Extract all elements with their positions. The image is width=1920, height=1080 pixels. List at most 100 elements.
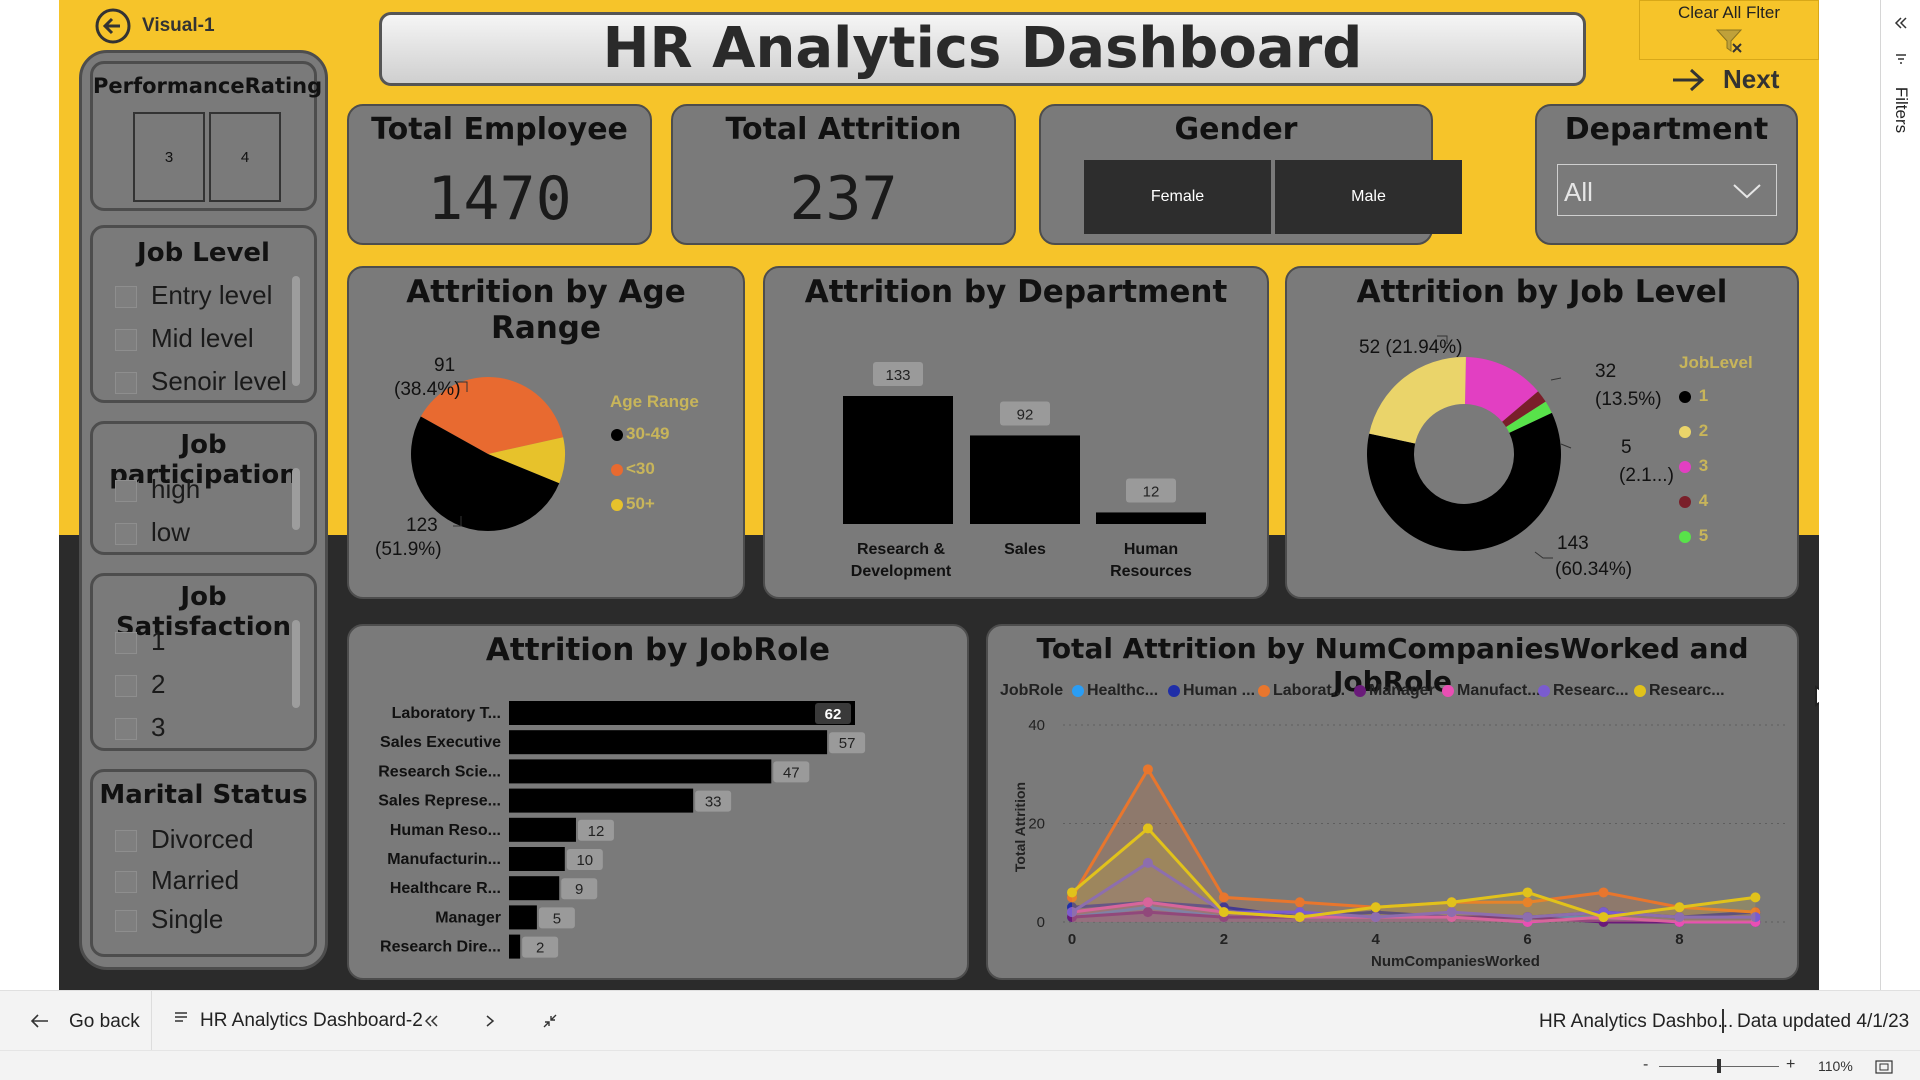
legend-dot	[1538, 684, 1550, 697]
report-name: HR Analytics Dashbo...	[1539, 1011, 1734, 1032]
jobrole-bar-chart: Laboratory T... 62 Sales Executive 57 Resear…	[378, 701, 866, 959]
job-level-title: Job Level	[137, 238, 270, 268]
line-legend-title: JobRole	[1000, 682, 1064, 699]
legend-dot	[1634, 684, 1646, 697]
department-chart-card: Attrition by Department 133 Research & Dev…	[763, 266, 1269, 599]
department-bar-value: 92	[1017, 406, 1034, 423]
performance-option-4[interactable]: 4	[209, 112, 281, 202]
line-chart-xlabel: NumCompaniesWorked	[1371, 953, 1540, 970]
job-satisfaction-scrollbar[interactable]	[292, 620, 300, 708]
donut-slice	[1502, 391, 1546, 428]
exit-fullscreen-icon[interactable]	[542, 1013, 558, 1029]
checkbox[interactable]	[115, 910, 137, 933]
series-point	[1446, 907, 1457, 918]
next-label: Next	[1723, 64, 1780, 94]
donut-slice	[1506, 401, 1552, 433]
jobrole-bar	[509, 934, 521, 959]
job-level-option[interactable]: Senoir level	[115, 366, 287, 397]
next-arrow-icon	[1673, 68, 1705, 91]
series-point	[1142, 823, 1153, 834]
zoom-slider[interactable]	[1659, 1059, 1779, 1073]
series-point	[1142, 857, 1153, 868]
donut-slice	[1369, 357, 1466, 444]
page-navigation-tab[interactable]: HR Analytics Dashboard-2	[174, 991, 423, 1051]
checkbox[interactable]	[115, 286, 137, 309]
checkbox[interactable]	[115, 718, 137, 741]
job-participation-option[interactable]: low	[115, 517, 190, 548]
checkbox[interactable]	[115, 675, 137, 698]
page-tab-label: HR Analytics Dashboard-2	[200, 1010, 423, 1031]
legend-dot	[1679, 530, 1691, 543]
job-level-option[interactable]: Entry level	[115, 280, 272, 311]
job-participation-option[interactable]: high	[115, 474, 200, 505]
department-bar-chart: 133 Research & Development 92 Sales 12 Human Re…	[843, 362, 1206, 580]
gender-slicer: Gender Female Male	[1039, 104, 1462, 245]
legend-label: 1	[1698, 386, 1709, 405]
jobrole-bar-value: 10	[576, 852, 593, 869]
job-level-scrollbar[interactable]	[292, 276, 300, 386]
series-line	[1071, 900, 1756, 924]
zoom-slider-thumb[interactable]	[1717, 1059, 1721, 1073]
checkbox[interactable]	[115, 632, 137, 655]
clear-filters-label: Clear All Flter	[1677, 3, 1781, 22]
play-axis-icon[interactable]	[1812, 684, 1819, 708]
jobrole-bar-label-bg	[522, 936, 559, 958]
legend-dot	[1679, 425, 1691, 438]
series-point	[1142, 907, 1153, 918]
jobrole-bar	[509, 847, 565, 871]
back-arrow-icon	[95, 8, 131, 44]
performance-option-label: 3	[164, 148, 174, 166]
line-legend-item: Human ...	[1168, 682, 1255, 700]
checkbox[interactable]	[115, 830, 137, 853]
fit-to-page-icon[interactable]	[1875, 1060, 1893, 1074]
slicer-panel: PerformanceRating 3 4 Job Level Entry le…	[79, 50, 328, 970]
collapse-pane-icon[interactable]	[1894, 16, 1908, 30]
marital-status-option[interactable]: Divorced	[115, 824, 254, 855]
next-page-icon[interactable]	[483, 1014, 497, 1028]
legend-label: 2	[1698, 421, 1709, 440]
series-point	[1598, 912, 1609, 923]
checkbox[interactable]	[115, 329, 137, 352]
job-participation-slicer: Job participation high low	[90, 421, 317, 555]
next-navigation[interactable]: Next	[1671, 64, 1779, 95]
jobrole-category-label: Human Reso...	[390, 822, 501, 839]
jobrole-bar-label-bg	[561, 878, 598, 900]
jobrole-bar-label-bg	[566, 849, 603, 870]
back-navigation[interactable]: Visual-1	[94, 8, 215, 44]
filters-pane[interactable]: Filters	[1880, 0, 1920, 990]
previous-page-icon[interactable]	[425, 1014, 439, 1028]
checkbox[interactable]	[115, 871, 137, 894]
checkbox[interactable]	[115, 372, 137, 395]
zoom-out-button[interactable]: -	[1643, 1056, 1649, 1073]
jobrole-bar	[509, 701, 855, 725]
checkbox[interactable]	[115, 480, 137, 503]
job-satisfaction-option[interactable]: 3	[115, 712, 165, 743]
gender-female-button[interactable]: Female	[1084, 160, 1271, 234]
checkbox[interactable]	[115, 523, 137, 546]
pie-leader-line	[453, 516, 462, 527]
gender-male-button[interactable]: Male	[1275, 160, 1462, 234]
go-back-button[interactable]: Go back	[0, 991, 152, 1051]
job-satisfaction-option[interactable]: 2	[115, 669, 165, 700]
zoom-in-button[interactable]: +	[1786, 1056, 1796, 1073]
legend-label: 4	[1698, 491, 1709, 510]
jobrole-bar-value: 12	[588, 823, 605, 840]
job-participation-scrollbar[interactable]	[292, 468, 300, 530]
job-level-option[interactable]: Mid level	[115, 323, 254, 354]
department-bar	[970, 435, 1080, 524]
performance-option-3[interactable]: 3	[133, 112, 205, 202]
marital-status-option[interactable]: Married	[115, 865, 239, 896]
donut-label-level4-value: 5	[1621, 437, 1632, 458]
chevron-down-icon	[1733, 184, 1761, 199]
legend-label: Manufact...	[1457, 682, 1541, 699]
jobrole-bar-value: 57	[839, 735, 856, 752]
job-satisfaction-option[interactable]: 1	[115, 626, 165, 657]
department-dropdown[interactable]: All	[1557, 164, 1777, 216]
marital-status-option[interactable]: Single	[115, 904, 223, 935]
legend-label: 3	[1698, 456, 1709, 475]
series-point	[1218, 907, 1229, 918]
job-level-option-label: Senoir level	[151, 366, 287, 396]
pie-slice	[488, 437, 565, 484]
clear-all-filters-button[interactable]: Clear All Flter	[1639, 0, 1819, 60]
department-bar	[1096, 512, 1206, 524]
